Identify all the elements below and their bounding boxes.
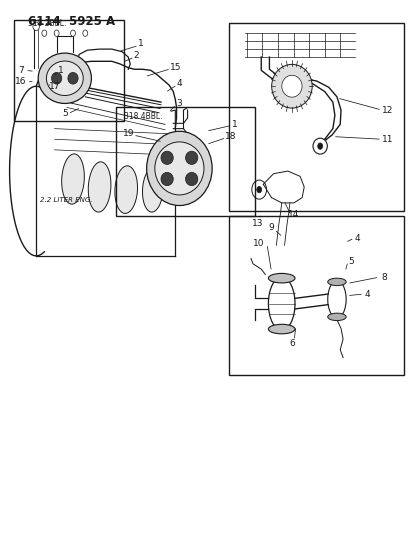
Circle shape (33, 22, 40, 30)
Ellipse shape (38, 53, 91, 103)
Ellipse shape (155, 142, 204, 195)
Ellipse shape (115, 166, 138, 213)
Text: 13: 13 (252, 219, 264, 228)
Text: 9: 9 (269, 223, 274, 232)
Ellipse shape (88, 162, 111, 212)
Text: 16: 16 (15, 77, 27, 86)
Ellipse shape (161, 151, 173, 165)
Ellipse shape (185, 151, 198, 165)
Ellipse shape (272, 64, 312, 108)
Text: 5: 5 (349, 257, 354, 265)
Circle shape (257, 187, 262, 193)
Circle shape (70, 30, 75, 36)
Ellipse shape (328, 278, 346, 286)
Ellipse shape (313, 138, 328, 154)
Ellipse shape (68, 72, 78, 84)
Text: 318 2BBL.: 318 2BBL. (28, 19, 66, 28)
Text: 7: 7 (18, 66, 24, 75)
Text: 1: 1 (232, 120, 238, 129)
Ellipse shape (147, 131, 212, 206)
Text: 11: 11 (382, 135, 394, 144)
Text: 19: 19 (122, 130, 134, 139)
Ellipse shape (47, 61, 83, 95)
Ellipse shape (161, 172, 173, 185)
Text: 10: 10 (253, 239, 265, 248)
Ellipse shape (143, 167, 163, 212)
Ellipse shape (328, 281, 346, 318)
Text: 15: 15 (170, 63, 181, 72)
Text: 2: 2 (133, 51, 139, 60)
Ellipse shape (52, 72, 62, 84)
Text: 4: 4 (365, 289, 370, 298)
Circle shape (252, 180, 267, 199)
Text: 4: 4 (355, 235, 360, 244)
Text: 1: 1 (138, 39, 143, 49)
Text: 2.2 LITER ENG.: 2.2 LITER ENG. (40, 197, 93, 203)
Ellipse shape (328, 313, 346, 320)
Ellipse shape (282, 75, 302, 97)
Bar (229, 22, 405, 211)
Ellipse shape (62, 154, 84, 204)
Ellipse shape (318, 143, 323, 149)
Circle shape (83, 30, 88, 36)
Text: 6: 6 (289, 339, 295, 348)
Text: 12: 12 (382, 106, 394, 115)
Text: 4: 4 (177, 79, 182, 88)
Ellipse shape (268, 277, 295, 330)
Text: 5: 5 (62, 109, 68, 118)
Circle shape (54, 30, 59, 36)
Ellipse shape (268, 324, 295, 334)
Ellipse shape (185, 172, 198, 185)
Text: 18: 18 (225, 132, 236, 141)
Text: 3: 3 (176, 99, 182, 108)
Bar (14, 20, 124, 120)
Circle shape (42, 30, 47, 36)
Text: 17: 17 (49, 82, 60, 91)
Text: 318 4BBL.: 318 4BBL. (124, 112, 163, 122)
Bar (116, 108, 255, 216)
Ellipse shape (268, 273, 295, 283)
Text: 6114  5925 A: 6114 5925 A (28, 15, 115, 28)
Text: 8: 8 (381, 272, 387, 281)
Text: 14: 14 (288, 210, 300, 219)
Bar (229, 216, 405, 375)
Text: 1: 1 (58, 66, 63, 75)
